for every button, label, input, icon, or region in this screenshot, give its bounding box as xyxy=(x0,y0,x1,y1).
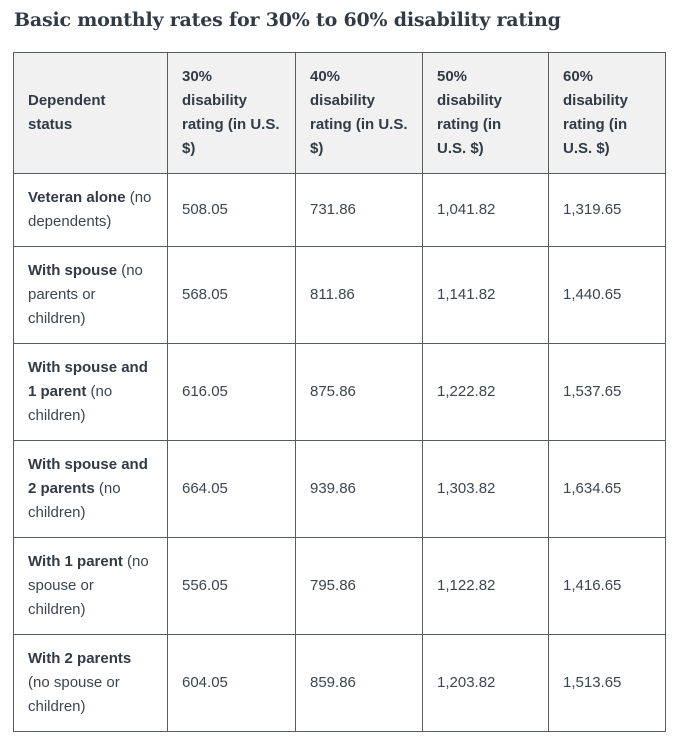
row-label-bold: With 2 parents xyxy=(28,649,132,667)
row-label-rest: (no children) xyxy=(28,382,113,424)
table-row: With spouse and 1 parent (no children) 6… xyxy=(13,342,666,441)
page-title: Basic monthly rates for 30% to 60% disab… xyxy=(14,9,561,31)
rate-cell-50: 1,041.82 xyxy=(422,172,549,247)
row-label-cell: With spouse (no parents or children) xyxy=(13,245,168,344)
header-30-percent: 30% disability rating (in U.S. $) xyxy=(167,51,296,174)
rate-cell-40: 811.86 xyxy=(295,245,423,344)
header-50-percent: 50% disability rating (in U.S. $) xyxy=(422,51,549,174)
rate-cell-30: 664.05 xyxy=(167,439,296,538)
row-label-cell: Veteran alone (no dependents) xyxy=(13,172,168,247)
table-row: With spouse and 2 parents (no children) … xyxy=(13,439,666,538)
rate-cell-40: 795.86 xyxy=(295,536,423,635)
row-label-rest: (no spouse or children) xyxy=(28,552,149,618)
rate-cell-40: 875.86 xyxy=(295,342,423,441)
rate-cell-60: 1,319.65 xyxy=(548,172,666,247)
rate-cell-30: 508.05 xyxy=(167,172,296,247)
rate-cell-30: 568.05 xyxy=(167,245,296,344)
rate-cell-40: 859.86 xyxy=(295,633,423,732)
row-label-bold: With 1 parent xyxy=(28,552,123,570)
header-dependent-status: Dependent status xyxy=(13,51,168,174)
rate-cell-60: 1,440.65 xyxy=(548,245,666,344)
row-label-rest: (no dependents) xyxy=(28,188,152,230)
rate-cell-50: 1,122.82 xyxy=(422,536,549,635)
rate-cell-50: 1,222.82 xyxy=(422,342,549,441)
disability-rates-table: Dependent status 30% disability rating (… xyxy=(13,51,666,732)
table-header-row: Dependent status 30% disability rating (… xyxy=(13,51,666,174)
row-label-cell: With spouse and 1 parent (no children) xyxy=(13,342,168,441)
row-label-bold: With spouse and 1 parent xyxy=(28,358,148,400)
rate-cell-30: 616.05 xyxy=(167,342,296,441)
row-label-rest: (no spouse or children) xyxy=(28,673,120,715)
header-60-percent: 60% disability rating (in U.S. $) xyxy=(548,51,666,174)
table-row: With spouse (no parents or children) 568… xyxy=(13,245,666,344)
row-label-bold: Veteran alone xyxy=(28,188,126,206)
table-row: With 2 parents (no spouse or children) 6… xyxy=(13,633,666,732)
row-label-bold: With spouse xyxy=(28,261,118,279)
table-row: Veteran alone (no dependents) 508.05 731… xyxy=(13,172,666,247)
row-label-cell: With 1 parent (no spouse or children) xyxy=(13,536,168,635)
rate-cell-60: 1,634.65 xyxy=(548,439,666,538)
rate-cell-30: 556.05 xyxy=(167,536,296,635)
row-label-rest: (no children) xyxy=(28,479,121,521)
rate-cell-60: 1,537.65 xyxy=(548,342,666,441)
rate-cell-60: 1,416.65 xyxy=(548,536,666,635)
rate-cell-50: 1,303.82 xyxy=(422,439,549,538)
row-label-cell: With spouse and 2 parents (no children) xyxy=(13,439,168,538)
row-label-cell: With 2 parents (no spouse or children) xyxy=(13,633,168,732)
table-row: With 1 parent (no spouse or children) 55… xyxy=(13,536,666,635)
rate-cell-30: 604.05 xyxy=(167,633,296,732)
rate-cell-50: 1,141.82 xyxy=(422,245,549,344)
rate-cell-50: 1,203.82 xyxy=(422,633,549,732)
header-40-percent: 40% disability rating (in U.S. $) xyxy=(295,51,423,174)
rate-cell-60: 1,513.65 xyxy=(548,633,666,732)
row-label-rest: (no parents or children) xyxy=(28,261,143,327)
rate-cell-40: 731.86 xyxy=(295,172,423,247)
row-label-bold: With spouse and 2 parents xyxy=(28,455,148,497)
rate-cell-40: 939.86 xyxy=(295,439,423,538)
